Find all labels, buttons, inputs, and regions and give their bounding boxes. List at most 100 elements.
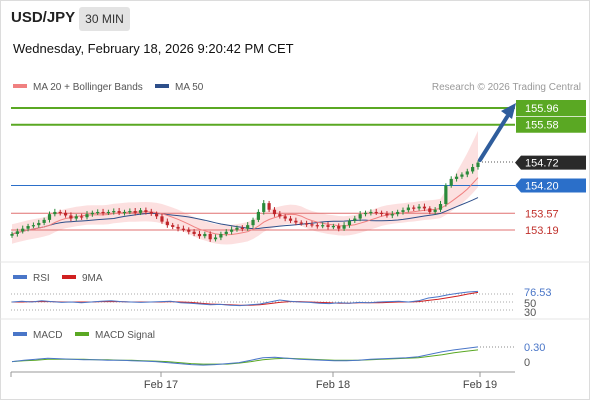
rsi-level-50-label: 50 (524, 298, 536, 310)
current-price-label: 154.72 (525, 158, 559, 170)
pivot-level-label-box (515, 178, 586, 193)
candle-body (208, 233, 212, 240)
candle-body (240, 227, 244, 229)
target-level-label: 155.96 (525, 103, 559, 115)
candle-body (262, 203, 266, 212)
candle-body (278, 214, 282, 217)
ma20-line (11, 177, 479, 236)
candle-body (117, 211, 121, 213)
candle-body (10, 233, 14, 236)
candle-body (363, 212, 368, 215)
candle-body (37, 222, 41, 226)
ma50-line (11, 197, 479, 235)
candle-body (96, 211, 100, 214)
candle-body (138, 210, 143, 213)
target-arrow-head (501, 103, 516, 119)
candle-body (235, 227, 239, 230)
rsi-legend-label: RSI (33, 273, 50, 284)
candle-body (230, 229, 234, 232)
macd-zero-label: 0 (524, 357, 530, 369)
candle-body (171, 225, 175, 227)
candle-body (47, 214, 52, 220)
candle-body (369, 211, 373, 214)
candle-body (342, 225, 346, 229)
candle-body (155, 213, 159, 217)
candle-body (326, 225, 330, 227)
pivot-level-label: 154.20 (525, 181, 559, 193)
candle-body (390, 214, 394, 216)
candle-body (192, 231, 196, 234)
candle-body (454, 176, 459, 179)
price-level-labels: 155.96 155.58 154.72 154.20 153.57 153.19 (515, 100, 586, 237)
candle-body (374, 211, 378, 214)
candle-body (428, 208, 432, 212)
candle-body (299, 222, 303, 224)
target-level-label-box (516, 116, 586, 133)
candle-body (353, 218, 357, 221)
x-tick-label: Feb 18 (316, 379, 350, 391)
rsi-value-label: 76.53 (524, 287, 552, 299)
candle-body (465, 171, 469, 175)
candle-body (417, 206, 421, 209)
candle-body (438, 204, 443, 210)
x-tick-label: Feb 17 (144, 379, 178, 391)
candle-body (385, 213, 389, 216)
candle-body (422, 206, 427, 209)
currency-pair-title: USD/JPY (11, 9, 76, 26)
candle-body (69, 215, 73, 219)
support-level-label: 153.19 (525, 225, 559, 237)
macd-legend-label: MACD (33, 330, 62, 341)
candle-body (80, 216, 84, 218)
candle-body (337, 226, 341, 229)
candle-body (294, 220, 298, 223)
datetime-label: Wednesday, February 18, 2026 9:20:42 PM … (13, 41, 294, 56)
candle-body (444, 185, 448, 205)
candle-body (406, 207, 410, 211)
candle-body (63, 212, 68, 216)
candle-body (449, 178, 453, 186)
timeframe-button[interactable]: 30 MIN (79, 7, 130, 31)
candle-body (288, 218, 293, 221)
ma20-legend-swatch (13, 84, 27, 88)
ma50-legend-label: MA 50 (175, 82, 204, 93)
candle-body (187, 229, 191, 232)
candle-body (476, 162, 480, 168)
candle-body (310, 224, 314, 226)
candle-body (112, 211, 116, 213)
candle-body (149, 211, 153, 214)
candle-body (267, 203, 271, 210)
candle-body (133, 211, 137, 213)
macd-legend-swatch (13, 332, 27, 336)
candle-body (358, 214, 362, 219)
candle-body (160, 216, 164, 222)
macd-signal-legend-swatch (75, 332, 89, 336)
candle-body (15, 231, 19, 234)
rsi-value-label-bg (521, 285, 557, 299)
target-level-label: 155.58 (525, 120, 559, 132)
candle-body (471, 167, 475, 172)
macd-signal-line (11, 349, 479, 365)
candle-body (197, 233, 202, 237)
macd-value-label: 0.30 (524, 342, 545, 354)
candle-body (401, 210, 405, 212)
candle-body (251, 219, 255, 226)
candle-body (224, 231, 228, 234)
target-arrow-shaft (478, 115, 509, 162)
candle-body (246, 225, 250, 229)
macd-line (11, 346, 479, 366)
candle-body (176, 226, 180, 229)
candle-body (379, 212, 384, 215)
target-arrow (478, 103, 516, 162)
candle-body (144, 210, 148, 212)
candle-body (101, 211, 105, 214)
moving-averages (11, 177, 479, 236)
candle-body (58, 211, 62, 214)
candle-body (433, 209, 437, 212)
candle-body (283, 216, 287, 219)
candlesticks (10, 160, 480, 242)
candle-body (90, 212, 94, 215)
candle-body (53, 211, 57, 215)
copyright-credit: Research © 2026 Trading Central (432, 82, 581, 93)
candle-body (165, 221, 169, 226)
